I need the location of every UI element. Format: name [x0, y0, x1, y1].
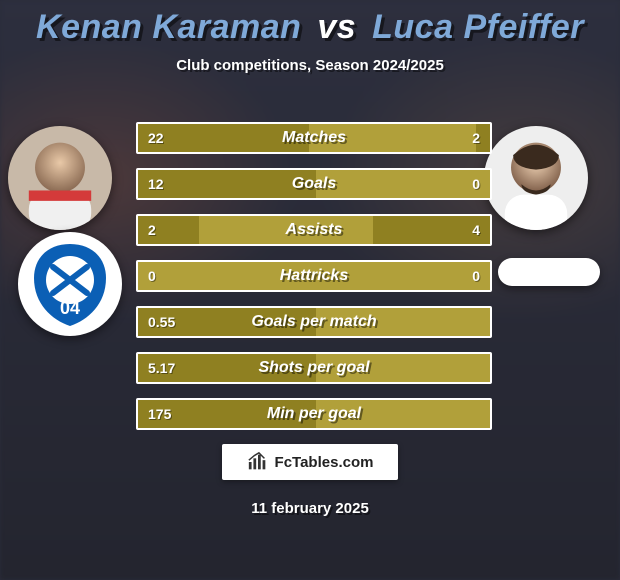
stats-bars: 222Matches 120Goals 24Assists 00Hattricks 0.… — [136, 122, 492, 444]
bars-logo-icon — [247, 451, 269, 473]
stat-bar-left-fill — [138, 216, 199, 244]
branding-text: FcTables.com — [275, 454, 374, 471]
stat-row: 24Assists — [136, 214, 492, 246]
card-container: Kenan Karaman vs Luca Pfeiffer Club comp… — [0, 0, 620, 580]
stat-bar-left-fill — [138, 400, 316, 428]
stat-row: 5.17Shots per goal — [136, 352, 492, 384]
avatar-right-placeholder-icon — [484, 126, 588, 230]
title-player-left: Kenan Karaman — [36, 8, 301, 46]
club-left-text: 04 — [60, 298, 80, 318]
branding-badge: FcTables.com — [222, 444, 398, 480]
subtitle: Club competitions, Season 2024/2025 — [0, 57, 620, 74]
club-badge-right-blank — [498, 258, 600, 286]
club-badge-left-inner: 04 — [18, 232, 122, 336]
title-player-right: Luca Pfeiffer — [372, 8, 584, 46]
schalke-crest-icon: 04 — [20, 234, 120, 334]
stat-bar-left-fill — [138, 354, 316, 382]
stat-row: 222Matches — [136, 122, 492, 154]
stat-bar-right-fill — [373, 216, 490, 244]
avatar-left — [8, 126, 112, 230]
club-badge-left: 04 — [18, 232, 122, 336]
stat-bar-right-fill — [476, 124, 490, 152]
stat-row: 120Goals — [136, 168, 492, 200]
page-title: Kenan Karaman vs Luca Pfeiffer — [0, 0, 620, 47]
date-text: 11 february 2025 — [0, 500, 620, 517]
avatar-right — [484, 126, 588, 230]
stat-row: 175Min per goal — [136, 398, 492, 430]
stat-row: 0.55Goals per match — [136, 306, 492, 338]
stat-bar-left-fill — [138, 308, 316, 336]
stat-bar-left-fill — [138, 124, 309, 152]
avatar-left-placeholder-icon — [8, 126, 112, 230]
stat-bar-bg — [136, 260, 492, 292]
title-vs: vs — [317, 8, 356, 46]
stat-bar-left-fill — [138, 170, 316, 198]
stat-row: 00Hattricks — [136, 260, 492, 292]
